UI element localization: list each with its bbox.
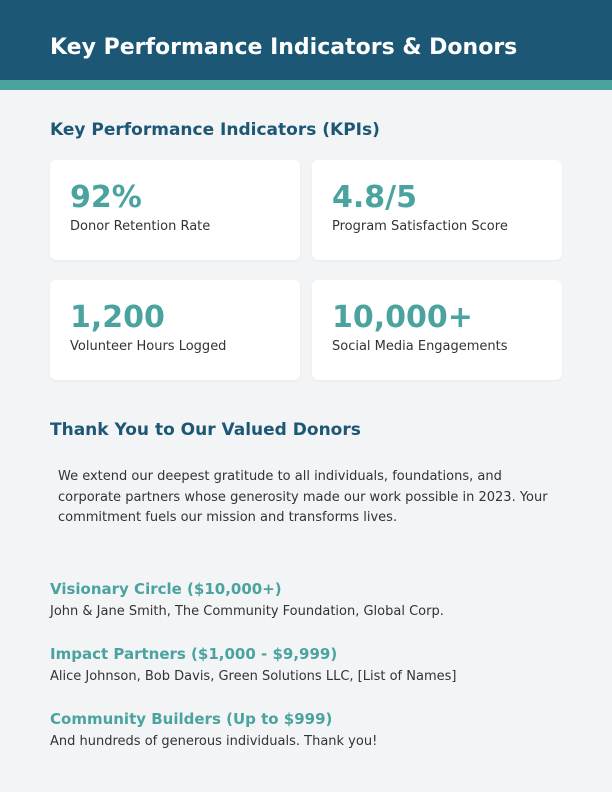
page-header bbox=[0, 0, 612, 80]
kpi-label: Program Satisfaction Score bbox=[332, 219, 508, 234]
kpi-value: 1,200 bbox=[70, 300, 165, 335]
kpi-card-program-satisfaction: 4.8/5 Program Satisfaction Score bbox=[312, 160, 562, 260]
kpi-section-title: Key Performance Indicators (KPIs) bbox=[50, 120, 380, 140]
donor-thanks-message: We extend our deepest gratitude to all i… bbox=[58, 469, 548, 525]
kpi-value: 10,000+ bbox=[332, 300, 473, 335]
tier-visionary-circle-title: Visionary Circle ($10,000+) bbox=[50, 580, 282, 598]
kpi-label: Social Media Engagements bbox=[332, 339, 508, 354]
tier-impact-partners-title: Impact Partners ($1,000 - $9,999) bbox=[50, 645, 338, 663]
kpi-card-social-engagements: 10,000+ Social Media Engagements bbox=[312, 280, 562, 380]
tier-visionary-circle-donors: John & Jane Smith, The Community Foundat… bbox=[50, 604, 444, 619]
header-accent-stripe bbox=[0, 80, 612, 90]
donors-section-title: Thank You to Our Valued Donors bbox=[50, 420, 361, 440]
kpi-label: Donor Retention Rate bbox=[70, 219, 211, 234]
kpi-card-donor-retention: 92% Donor Retention Rate bbox=[50, 160, 300, 260]
page-title: Key Performance Indicators & Donors bbox=[50, 35, 518, 60]
kpi-card-volunteer-hours: 1,200 Volunteer Hours Logged bbox=[50, 280, 300, 380]
tier-impact-partners-donors: Alice Johnson, Bob Davis, Green Solution… bbox=[50, 669, 457, 684]
kpi-value: 92% bbox=[70, 180, 142, 215]
kpi-label: Volunteer Hours Logged bbox=[70, 339, 227, 354]
tier-community-builders-donors: And hundreds of generous individuals. Th… bbox=[50, 734, 378, 749]
kpi-value: 4.8/5 bbox=[332, 180, 417, 215]
tier-community-builders-title: Community Builders (Up to $999) bbox=[50, 710, 333, 728]
